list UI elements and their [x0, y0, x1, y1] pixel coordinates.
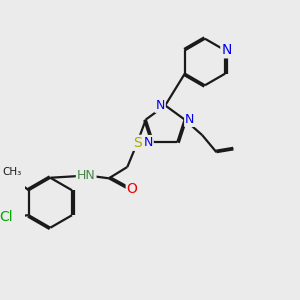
Text: N: N — [221, 44, 232, 57]
Text: N: N — [143, 136, 153, 149]
Text: O: O — [127, 182, 138, 196]
Text: CH₃: CH₃ — [2, 167, 21, 177]
Text: N: N — [155, 99, 165, 112]
Text: HN: HN — [77, 169, 95, 182]
Text: N: N — [185, 113, 194, 126]
Text: S: S — [133, 136, 142, 150]
Text: Cl: Cl — [0, 210, 13, 224]
